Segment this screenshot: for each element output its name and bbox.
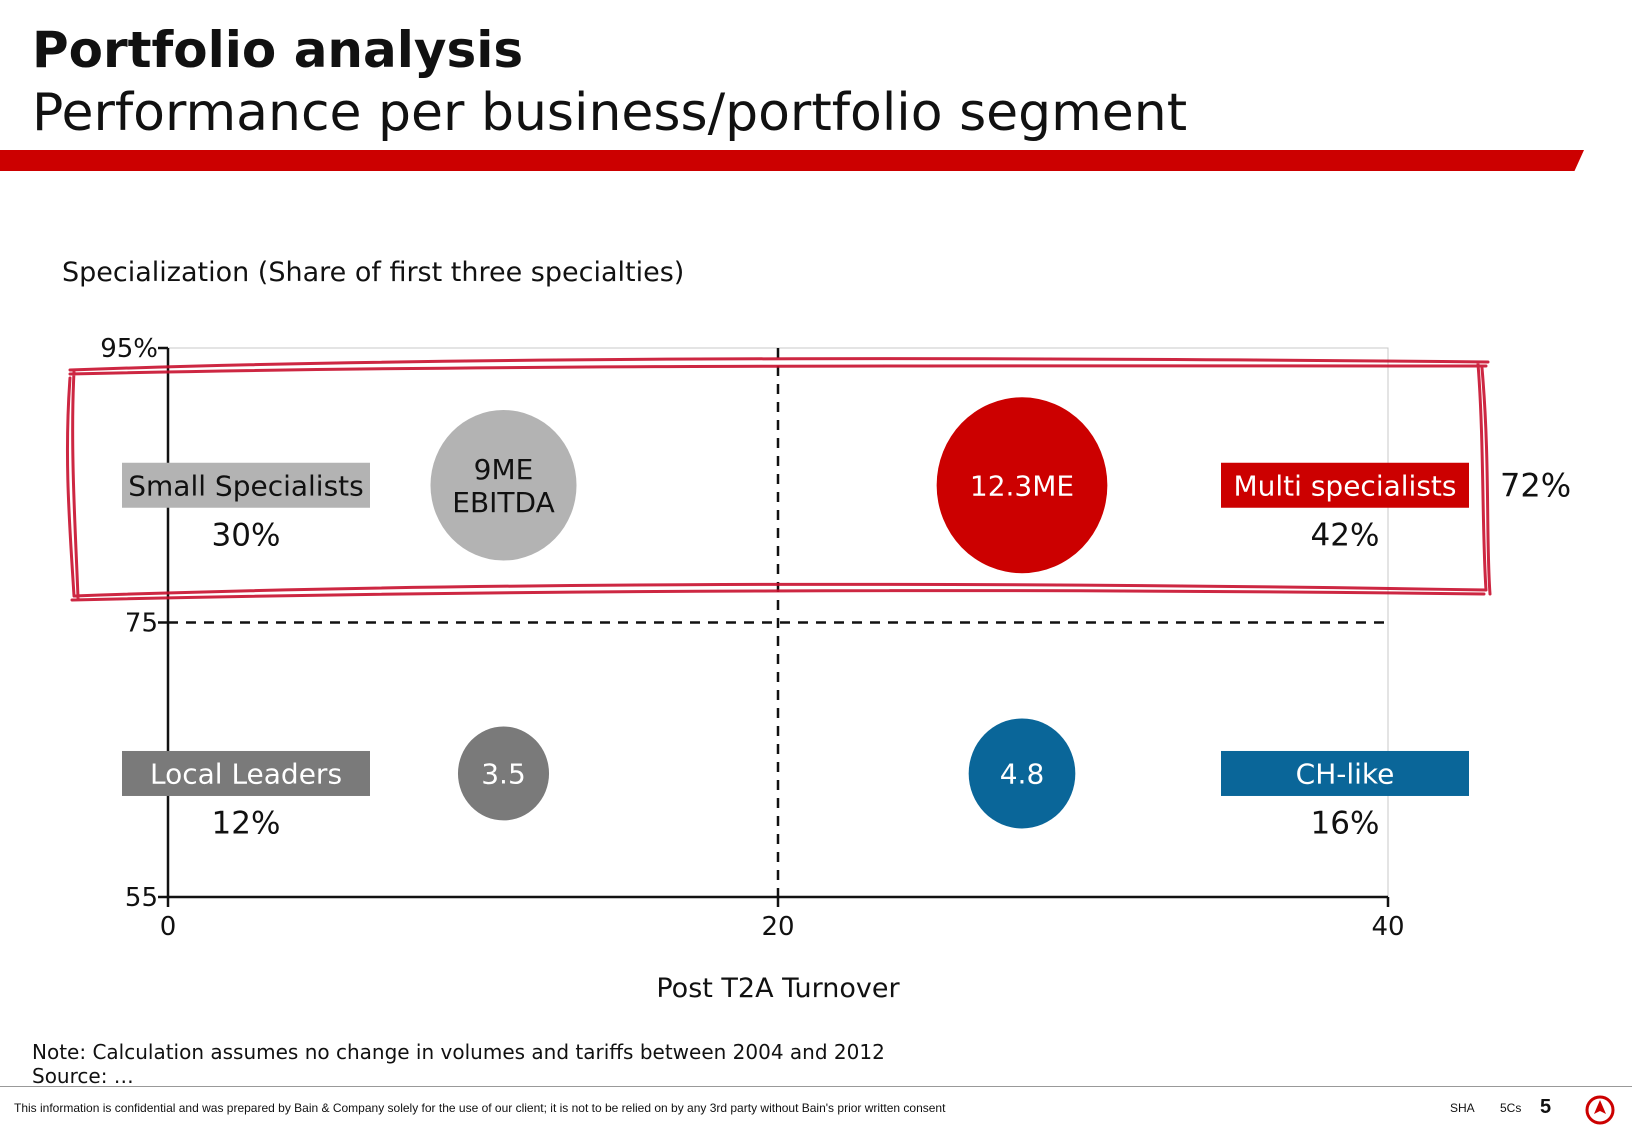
bubble-2 xyxy=(936,397,1108,574)
bubble-3 xyxy=(457,726,550,821)
segment-label: CH-like xyxy=(1296,757,1395,790)
highlight-scribble xyxy=(65,357,1492,602)
portfolio-bubble-chart: Specialization (Share of first three spe… xyxy=(62,257,1571,1004)
segment-label: Multi specialists xyxy=(1234,469,1457,502)
footer-divider xyxy=(0,1086,1632,1087)
bain-logo-icon xyxy=(1585,1095,1615,1125)
y-tick-label: 95% xyxy=(100,334,158,364)
header-red-bar xyxy=(0,150,1584,171)
footer-code-sha: SHA xyxy=(1450,1101,1475,1115)
x-tick-label: 0 xyxy=(160,912,177,942)
segment-label-box xyxy=(122,750,370,796)
y-tick-label: 75 xyxy=(125,609,158,639)
y-tick-label: 55 xyxy=(125,883,158,913)
x-axis-title: Post T2A Turnover xyxy=(656,973,900,1004)
segment-label-box xyxy=(1221,750,1469,796)
segment-share: 12% xyxy=(212,805,281,841)
bubble-label: 3.5 xyxy=(481,757,526,790)
bubble-label: 9ME xyxy=(474,453,534,486)
highlight-total-share: 72% xyxy=(1500,466,1571,504)
segment-label-box xyxy=(1221,462,1469,508)
x-tick-label: 40 xyxy=(1371,912,1404,942)
footer-disclaimer: This information is confidential and was… xyxy=(14,1101,946,1115)
segment-label: Local Leaders xyxy=(150,757,342,790)
segment-label-box xyxy=(122,462,370,508)
bubble-4 xyxy=(968,718,1076,829)
page-subtitle: Performance per business/portfolio segme… xyxy=(32,83,1188,143)
segment-label: Small Specialists xyxy=(128,469,363,502)
segment-share: 30% xyxy=(212,517,281,553)
page-number: 5 xyxy=(1540,1096,1552,1118)
segment-share: 16% xyxy=(1311,805,1380,841)
page-title: Portfolio analysis xyxy=(32,21,524,79)
bubble-label: 12.3ME xyxy=(970,469,1074,502)
bubble-label: EBITDA xyxy=(452,486,554,519)
bubble-1 xyxy=(430,409,577,561)
footer-code-5cs: 5Cs xyxy=(1500,1101,1522,1115)
footnote-source: Source: … xyxy=(32,1064,134,1088)
bubble-label: 4.8 xyxy=(1000,757,1045,790)
footnote-note: Note: Calculation assumes no change in v… xyxy=(32,1040,885,1064)
segment-share: 42% xyxy=(1311,517,1380,553)
x-tick-label: 20 xyxy=(761,912,794,942)
y-axis-title: Specialization (Share of first three spe… xyxy=(62,257,684,288)
